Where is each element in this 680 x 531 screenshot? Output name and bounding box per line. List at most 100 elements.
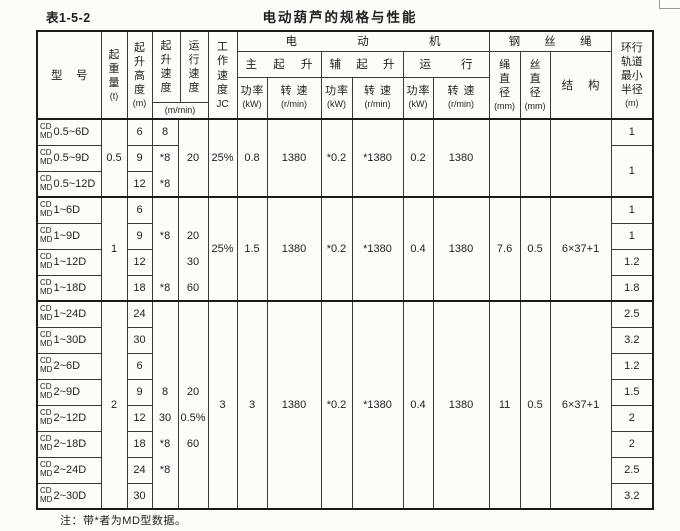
table-cell: 0.8 (236, 118, 268, 198)
aux-rotspeed-header: 转速 (r/min) (351, 76, 404, 120)
lift-speed-header: 起升速度 (160, 39, 172, 95)
table-cell: 1380 (266, 118, 322, 198)
table-cell: 6 (126, 118, 153, 146)
table-cell: *1380 (351, 300, 404, 510)
table-cell: *8 (151, 171, 179, 198)
footnote: 注：带*者为MD型数据。 (60, 515, 187, 527)
radius-header-label: 环行轨道最小半径 (620, 41, 643, 97)
col-header-speeds: 起升速度 运行速度 (m/min) (151, 30, 209, 120)
table-cell: 3 (207, 300, 238, 510)
table-cell: 12 (126, 404, 153, 432)
scan-corner-mark (659, 0, 680, 9)
table-cell: 3.2 (610, 482, 654, 510)
table-cell: 1 (610, 222, 654, 250)
model-cell: CD MD 0.5~9D (36, 144, 102, 172)
table-cell (177, 196, 209, 224)
model-prefix: CD MD (40, 434, 53, 452)
header-row-units: 功率 (kW) 转速 (r/min) 功率 (kW) 转速 (r/min) 功率… (37, 76, 653, 120)
table-cell: 24 (126, 456, 153, 484)
model-spec: 2~9D (53, 386, 81, 398)
table-row: CD MD 0.5~6D 0.5 6 8 20 25% 0.8 1380 *0.2 *1380 0.2 1… (36, 118, 654, 198)
table-cell: 8 (151, 379, 179, 406)
model-cell: CD MD 1~12D (36, 248, 102, 276)
table-cell (151, 327, 179, 354)
table-cell (519, 118, 551, 198)
travel-rotspeed-header: 转速 (r/min) (432, 76, 490, 120)
table-cell: 60 (177, 431, 209, 458)
table-cell: *8 (151, 275, 179, 302)
table-cell: 30 (151, 405, 179, 432)
table-cell: *8 (151, 223, 179, 250)
table-cell: 12 (126, 170, 153, 198)
duty-header-label: 工作速度 (217, 41, 228, 96)
model-cell: CD MD 0.5~6D (36, 118, 102, 146)
table-cell: 1 (100, 196, 128, 302)
model-prefix: CD MD (40, 485, 53, 504)
model-spec: 1~9D (53, 230, 81, 242)
model-prefix: CD MD (40, 173, 53, 192)
col-header-min-radius: 环行轨道最小半径 (m) (610, 30, 654, 120)
table-cell: *1380 (351, 196, 404, 302)
model-cell: CD MD 0.5~12D (36, 170, 102, 198)
table-cell: *8 (151, 431, 179, 458)
model-cell: CD MD 2~12D (36, 404, 102, 432)
table-row: CD MD 1~6D 1 6 25% 1.5 1380 *0.2 *1380 0.4 1380 7.6 0… (36, 196, 654, 302)
model-spec: 0.5~12D (53, 177, 96, 190)
table-cell: 0.5 (100, 118, 128, 198)
table-cell: 2 (100, 300, 128, 510)
table-header: 型号 起重量 (t) 起升高度 (m) 起升速度 (36, 30, 654, 120)
travel-motor-header: 运行 (402, 50, 490, 78)
table-cell: 1380 (266, 196, 322, 302)
table-cell: 0.4 (402, 196, 434, 302)
table-cell (177, 300, 209, 328)
table-cell (151, 249, 179, 276)
table-cell: 30 (126, 326, 153, 354)
model-cell: CD MD 1~30D (36, 326, 102, 354)
table-cell (549, 118, 612, 198)
spec-table-wrap: 型号 起重量 (t) 起升高度 (m) 起升速度 (36, 30, 655, 510)
table-cell: 1380 (432, 196, 490, 302)
table-row: CD MD 2~30D 30 3.2 (36, 482, 654, 510)
run-speed-header: 运行速度 (179, 32, 208, 103)
model-cell: CD MD 2~18D (36, 430, 102, 458)
table-cell: 1380 (432, 118, 490, 198)
aux-hoist-header: 辅起升 (320, 50, 404, 78)
model-cell: CD MD 2~30D (36, 482, 102, 510)
model-prefix: CD MD (40, 200, 53, 219)
model-spec: 2~12D (53, 412, 87, 424)
header-row-groups: 型号 起重量 (t) 起升高度 (m) 起升速度 (36, 30, 654, 120)
model-spec: 1~12D (53, 256, 87, 268)
table-cell: 6×37+1 (549, 196, 612, 302)
table-row: CD MD 1~30D 30 3.2 (36, 326, 654, 354)
main-hoist-header: 主起升 (236, 50, 322, 78)
table-cell (177, 457, 209, 484)
table-cell: 0.5% (177, 405, 209, 432)
table-cell: 7.6 (488, 196, 521, 302)
table-cell: 3.2 (610, 326, 654, 354)
model-prefix: CD MD (40, 330, 53, 348)
model-prefix: CD MD (40, 148, 53, 166)
model-cell: CD MD 1~18D (36, 274, 102, 302)
col-header-capacity: 起重量 (t) (100, 30, 128, 120)
spec-table-body: CD MD 0.5~6D 0.5 6 8 20 25% 0.8 1380 *0.2 *1380 0.2 1… (36, 118, 654, 510)
wire-diameter-header: 丝直径 (mm) (519, 50, 551, 120)
col-header-model: 型号 (36, 30, 102, 120)
table-cell: *8 (151, 144, 179, 172)
table-cell: 60 (177, 275, 209, 302)
table-row: CD MD 1~24D 2 24 3 3 1380 *0.2 *1380 0.4 1380 11 0.5 6… (36, 300, 654, 510)
table-cell (151, 196, 179, 224)
model-prefix: CD MD (40, 304, 53, 323)
model-prefix: CD MD (40, 277, 53, 296)
table-cell: 0.4 (402, 300, 434, 510)
table-row: CD MD 2~18D 18 *8 60 2 (36, 430, 654, 458)
model-prefix: CD MD (40, 408, 53, 426)
table-cell: 1380 (266, 300, 322, 510)
travel-power-header: 功率 (kW) (402, 76, 434, 120)
table-cell: *8 (151, 457, 179, 484)
table-cell (151, 483, 179, 510)
table-cell (488, 118, 521, 198)
table-cell (177, 353, 209, 380)
table-cell: 1.2 (610, 352, 654, 380)
table-cell: 8 (151, 118, 179, 146)
